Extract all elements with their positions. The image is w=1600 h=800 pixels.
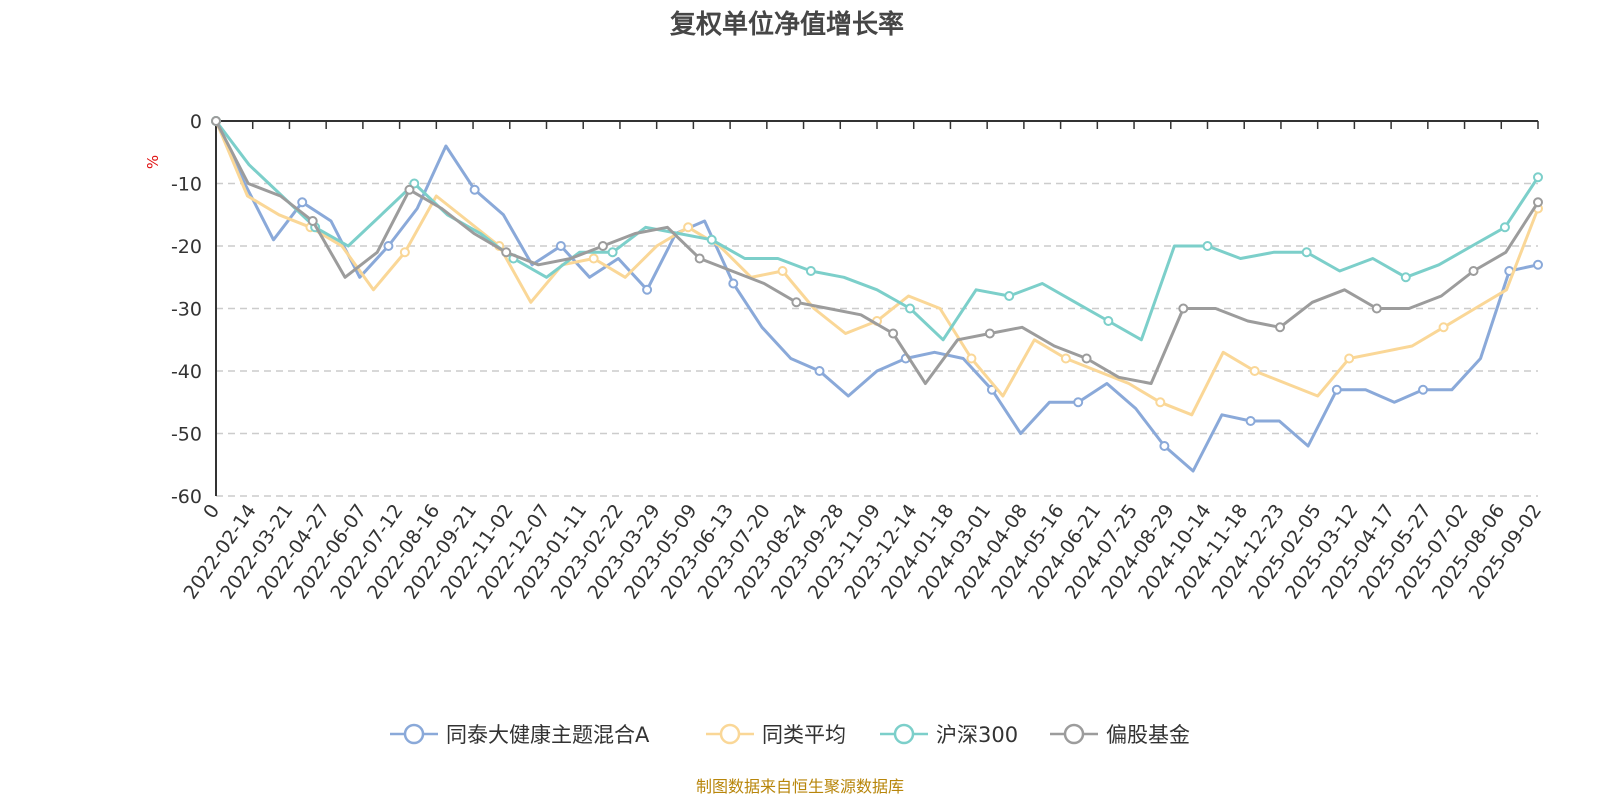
data-point bbox=[1418, 384, 1429, 395]
legend-swatch-marker bbox=[719, 723, 741, 745]
x-tick-labels: 02022-02-142022-03-212022-04-272022-06-0… bbox=[179, 500, 1546, 603]
data-point bbox=[1533, 172, 1543, 183]
data-point bbox=[1331, 384, 1342, 395]
data-point bbox=[409, 178, 420, 189]
y-tick-label: -20 bbox=[171, 236, 202, 258]
data-point bbox=[777, 266, 788, 276]
data-point bbox=[211, 116, 221, 126]
grid-lines bbox=[216, 182, 1538, 497]
data-point bbox=[307, 216, 318, 226]
data-point bbox=[501, 247, 512, 258]
legend-item[interactable]: 偏股基金 bbox=[1050, 723, 1190, 747]
legend-swatch-marker bbox=[893, 723, 915, 745]
legend-item[interactable]: 同类平均 bbox=[706, 723, 846, 747]
series-0 bbox=[211, 116, 1543, 473]
data-point bbox=[469, 184, 480, 195]
y-tick-label: -30 bbox=[171, 299, 202, 321]
legend-swatch-marker bbox=[1063, 723, 1085, 745]
data-point bbox=[966, 353, 977, 364]
legend-swatch-marker bbox=[403, 723, 425, 745]
legend-label: 偏股基金 bbox=[1106, 723, 1190, 747]
legend[interactable]: 同泰大健康主题混合A 同类平均 沪深300 偏股基金 bbox=[390, 723, 1190, 747]
legend-label: 同类平均 bbox=[762, 723, 846, 747]
legend-item[interactable]: 沪深300 bbox=[880, 723, 1018, 747]
series-2 bbox=[211, 116, 1543, 342]
data-point bbox=[1301, 247, 1312, 258]
y-tick-label: -60 bbox=[171, 486, 202, 508]
data-point bbox=[1060, 353, 1071, 364]
data-point bbox=[1081, 353, 1092, 364]
data-point bbox=[1103, 316, 1114, 326]
data-point bbox=[404, 184, 415, 195]
y-tick-label: -50 bbox=[171, 424, 202, 446]
series-line bbox=[214, 120, 1539, 473]
data-point bbox=[297, 197, 308, 208]
data-point bbox=[1438, 322, 1449, 333]
data-point bbox=[791, 297, 802, 308]
series-lines bbox=[211, 116, 1543, 473]
data-point bbox=[383, 241, 394, 251]
source-note: 制图数据来自恒生聚源数据库 bbox=[696, 777, 904, 796]
chart-title: 复权单位净值增长率 bbox=[670, 9, 904, 40]
series-1 bbox=[211, 116, 1543, 417]
data-point bbox=[588, 253, 599, 264]
y-axis-unit: % bbox=[144, 155, 162, 169]
legend-item[interactable]: 同泰大健康主题混合A bbox=[390, 723, 650, 747]
series-line bbox=[214, 120, 1540, 342]
data-point bbox=[1155, 397, 1166, 408]
data-point bbox=[555, 241, 566, 251]
data-point bbox=[1159, 441, 1170, 451]
y-tick-label: -10 bbox=[171, 174, 202, 196]
y-tick-label: 0 bbox=[190, 111, 202, 133]
data-point bbox=[1073, 397, 1084, 408]
data-point bbox=[805, 266, 816, 276]
data-point bbox=[1249, 366, 1260, 376]
data-point bbox=[694, 253, 705, 264]
data-point bbox=[1178, 303, 1189, 314]
data-point bbox=[1344, 353, 1355, 364]
data-point bbox=[597, 241, 608, 251]
data-point bbox=[683, 222, 694, 233]
data-point bbox=[1499, 222, 1510, 233]
data-point bbox=[1533, 259, 1543, 270]
data-point bbox=[1202, 241, 1213, 251]
data-point bbox=[1004, 291, 1015, 301]
data-point bbox=[1245, 416, 1256, 426]
data-point bbox=[1400, 272, 1411, 283]
y-tick-label: -40 bbox=[171, 361, 202, 383]
data-point bbox=[984, 328, 995, 339]
data-point bbox=[728, 278, 739, 289]
data-point bbox=[1371, 303, 1382, 314]
x-tick-label: 0 bbox=[199, 500, 224, 523]
series-line bbox=[214, 120, 1540, 385]
data-point bbox=[706, 234, 717, 245]
data-point bbox=[814, 366, 825, 376]
data-point bbox=[1468, 266, 1479, 276]
data-point bbox=[642, 284, 653, 295]
axes bbox=[215, 120, 1539, 496]
data-point bbox=[888, 328, 899, 339]
data-point bbox=[607, 247, 618, 258]
legend-label: 沪深300 bbox=[936, 723, 1018, 747]
legend-label: 同泰大健康主题混合A bbox=[446, 723, 650, 747]
data-point bbox=[1275, 322, 1286, 333]
y-tick-labels: 0 -10 -20 -30 -40 -50 -60 bbox=[171, 111, 202, 508]
data-point bbox=[1533, 197, 1543, 208]
data-point bbox=[905, 303, 916, 314]
data-point bbox=[399, 247, 410, 258]
series-3 bbox=[211, 116, 1543, 385]
